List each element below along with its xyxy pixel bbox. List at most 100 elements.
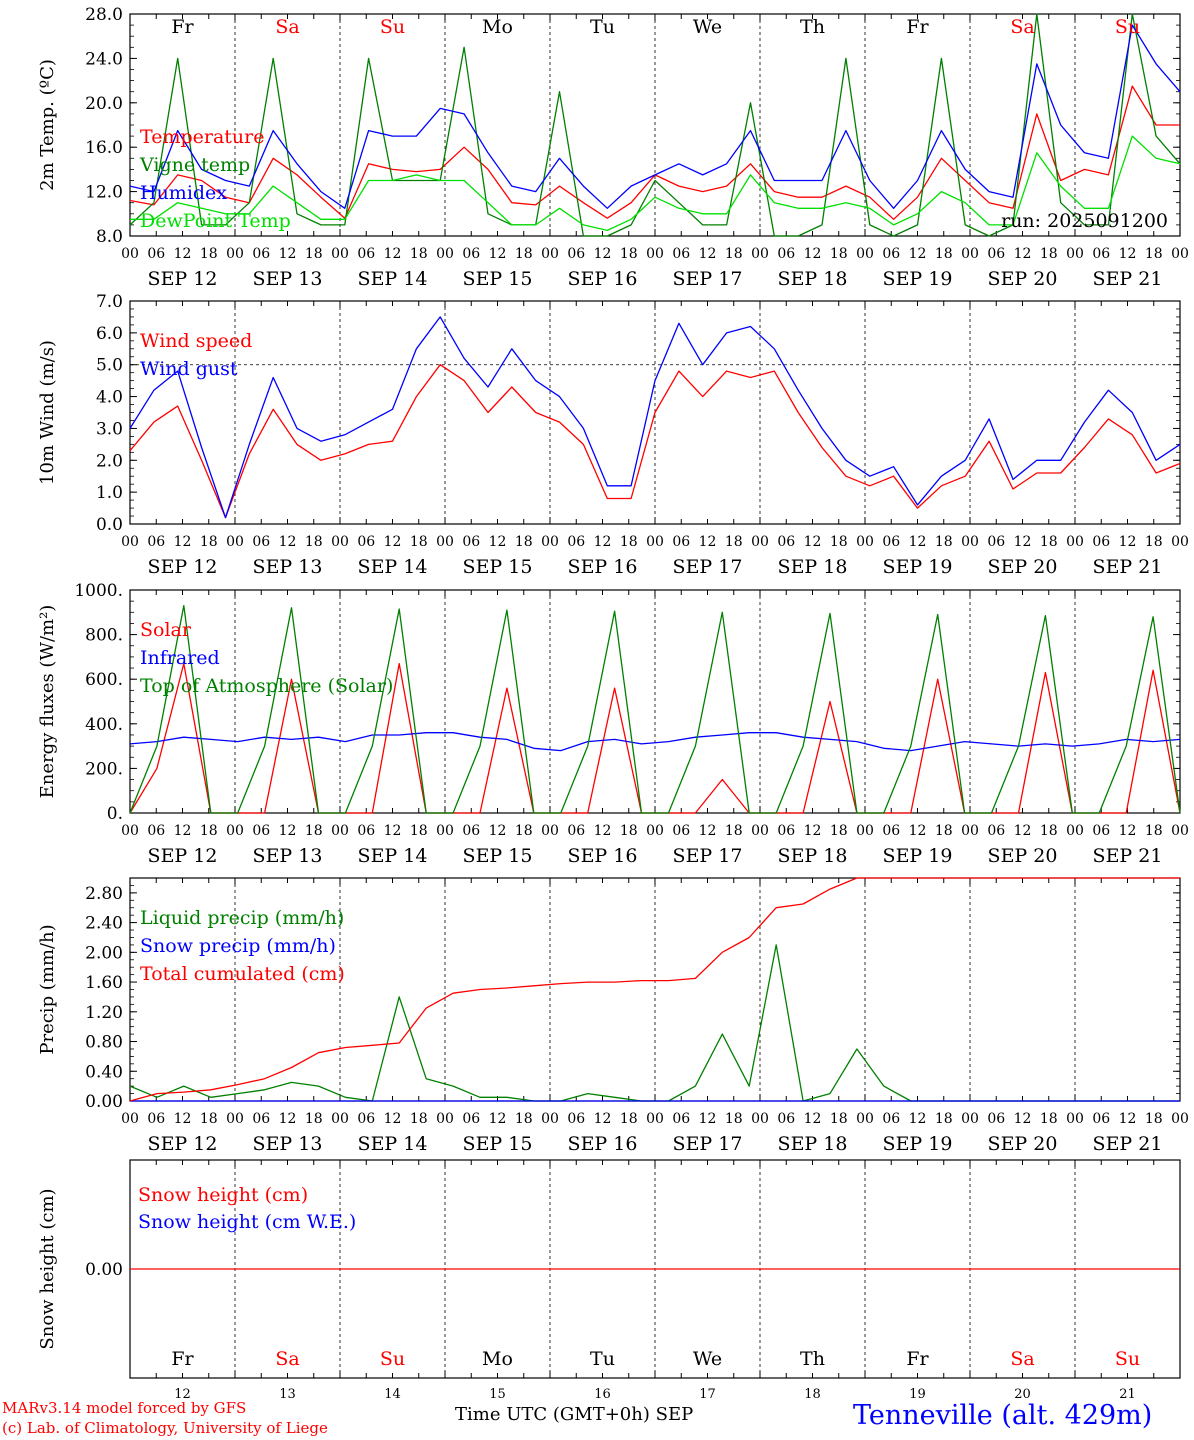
day-number-label: 12 xyxy=(174,1387,191,1402)
hour-tick-label: 12 xyxy=(909,534,927,550)
hour-tick-label: 12 xyxy=(279,1111,297,1127)
hour-tick-label: 00 xyxy=(226,246,244,262)
hour-tick-label: 18 xyxy=(200,1111,218,1127)
date-label: SEP 17 xyxy=(673,1133,743,1155)
y-tick-label: 1000. xyxy=(74,581,123,601)
hour-tick-label: 12 xyxy=(804,823,822,839)
run-label: run: 2025091200 xyxy=(1001,210,1168,232)
legend-entry: Snow height (cm) xyxy=(138,1184,308,1206)
y-tick-label: 8.0 xyxy=(96,227,123,247)
hour-tick-label: 12 xyxy=(594,823,612,839)
y-tick-label: 0.00 xyxy=(85,1260,123,1280)
hour-tick-label: 06 xyxy=(462,823,480,839)
date-label: SEP 14 xyxy=(358,268,428,290)
date-label: SEP 18 xyxy=(778,268,848,290)
weekday-label: Fr xyxy=(906,1348,929,1370)
hour-tick-label: 18 xyxy=(620,246,638,262)
weekday-label: Su xyxy=(1115,1348,1140,1370)
hour-tick-label: 12 xyxy=(699,823,717,839)
hour-tick-label: 00 xyxy=(331,1111,349,1127)
day-number-label: 19 xyxy=(909,1387,926,1402)
hour-tick-label: 18 xyxy=(620,1111,638,1127)
hour-tick-label: 18 xyxy=(515,246,533,262)
hour-tick-label: 12 xyxy=(279,246,297,262)
hour-tick-label: 12 xyxy=(279,823,297,839)
y-axis-label: 2m Temp. (ºC) xyxy=(37,59,58,191)
date-label: SEP 16 xyxy=(568,556,638,578)
hour-tick-label: 06 xyxy=(1092,534,1110,550)
date-label: SEP 12 xyxy=(148,1133,218,1155)
hour-tick-label: 06 xyxy=(147,246,165,262)
hour-tick-label: 18 xyxy=(830,823,848,839)
y-tick-label: 2.00 xyxy=(85,943,123,963)
hour-tick-label: 06 xyxy=(147,534,165,550)
model-credit: MARv3.14 model forced by GFS xyxy=(2,1399,247,1417)
hour-tick-label: 00 xyxy=(751,1111,769,1127)
weekday-label: Th xyxy=(800,16,825,38)
y-tick-label: 200. xyxy=(85,759,123,779)
hour-tick-label: 18 xyxy=(1040,823,1058,839)
y-tick-label: 1.0 xyxy=(96,483,123,503)
hour-tick-label: 06 xyxy=(672,534,690,550)
y-tick-label: 0.0 xyxy=(96,515,123,535)
day-number-label: 18 xyxy=(804,1387,821,1402)
hour-tick-label: 18 xyxy=(410,823,428,839)
hour-tick-label: 12 xyxy=(594,1111,612,1127)
hour-tick-label: 18 xyxy=(620,534,638,550)
y-tick-label: 1.20 xyxy=(85,1003,123,1023)
day-number-label: 16 xyxy=(594,1387,611,1402)
hour-tick-label: 12 xyxy=(909,246,927,262)
y-tick-label: 0.00 xyxy=(85,1092,123,1112)
date-label: SEP 19 xyxy=(883,556,953,578)
date-label: SEP 18 xyxy=(778,845,848,867)
series-line xyxy=(129,732,1181,752)
hour-tick-label: 00 xyxy=(646,246,664,262)
y-tick-label: 800. xyxy=(85,626,123,646)
y-tick-label: 7.0 xyxy=(96,292,123,312)
date-label: SEP 20 xyxy=(988,268,1058,290)
legend-entry: Snow height (cm W.E.) xyxy=(138,1211,356,1233)
date-label: SEP 18 xyxy=(778,556,848,578)
hour-tick-label: 00 xyxy=(961,246,979,262)
date-label: SEP 21 xyxy=(1093,845,1163,867)
panel-2: 0.0 1.0 2.0 3.0 4.0 5.0 6.0 7.0 10m Wind (m/s) Wi… xyxy=(37,292,1189,578)
hour-tick-label: 18 xyxy=(410,534,428,550)
hour-tick-label: 12 xyxy=(1119,1111,1137,1127)
hour-tick-label: 12 xyxy=(804,534,822,550)
date-label: SEP 13 xyxy=(253,845,323,867)
hour-tick-label: 18 xyxy=(620,823,638,839)
date-label: SEP 15 xyxy=(463,268,533,290)
y-tick-label: 0.40 xyxy=(85,1062,123,1082)
weekday-label: Fr xyxy=(906,16,929,38)
hour-tick-label: 12 xyxy=(384,534,402,550)
date-label: SEP 17 xyxy=(673,268,743,290)
hour-tick-label: 00 xyxy=(1171,1111,1189,1127)
hour-tick-label: 12 xyxy=(384,1111,402,1127)
y-tick-label: 5.0 xyxy=(96,356,123,376)
hour-tick-label: 12 xyxy=(489,1111,507,1127)
y-axis-label: Snow height (cm) xyxy=(37,1188,58,1349)
hour-tick-label: 06 xyxy=(882,823,900,839)
y-tick-label: 2.0 xyxy=(96,451,123,471)
hour-tick-label: 00 xyxy=(331,534,349,550)
date-label: SEP 19 xyxy=(883,845,953,867)
legend-entry: Total cumulated (cm) xyxy=(140,963,345,985)
hour-tick-label: 00 xyxy=(646,823,664,839)
hour-tick-label: 18 xyxy=(935,534,953,550)
hour-tick-label: 12 xyxy=(909,823,927,839)
weekday-label: Th xyxy=(800,1348,825,1370)
hour-tick-label: 18 xyxy=(305,246,323,262)
hour-tick-label: 00 xyxy=(331,246,349,262)
hour-tick-label: 18 xyxy=(1040,534,1058,550)
series-line xyxy=(129,364,1181,519)
hour-tick-label: 00 xyxy=(121,246,139,262)
hour-tick-label: 00 xyxy=(1066,246,1084,262)
hour-tick-label: 00 xyxy=(541,823,559,839)
hour-tick-label: 00 xyxy=(1066,534,1084,550)
hour-tick-label: 06 xyxy=(567,246,585,262)
hour-tick-label: 18 xyxy=(410,246,428,262)
hour-tick-label: 18 xyxy=(830,246,848,262)
y-axis-label: Precip (mm/h) xyxy=(37,924,58,1054)
date-label: SEP 13 xyxy=(253,556,323,578)
weekday-label: Sa xyxy=(275,1348,299,1370)
